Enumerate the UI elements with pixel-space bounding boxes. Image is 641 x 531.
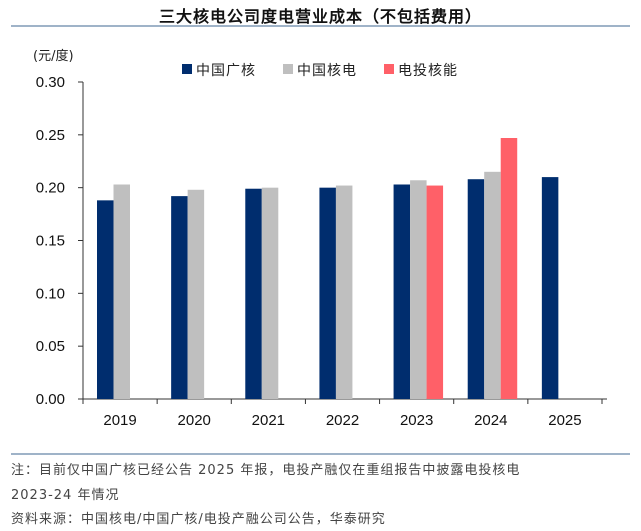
footnote-line-2: 2023-24 年情况 (11, 488, 120, 503)
chart-title: 三大核电公司度电营业成本（不包括费用） (158, 7, 482, 26)
bar-2020-series-1 (171, 196, 188, 399)
x-tick-label: 2021 (252, 412, 285, 429)
y-axis-unit-label: (元/度) (33, 48, 74, 64)
bar-2023-series-2 (410, 180, 427, 399)
bar-2020-series-2 (187, 189, 205, 399)
bar-2024-series-3 (500, 138, 518, 399)
legend-swatch (182, 64, 192, 74)
y-tick-label: 0.10 (36, 285, 65, 302)
y-tick-label: 0.25 (36, 127, 65, 144)
x-tick-label: 2023 (400, 412, 433, 429)
bar-2021-series-2 (261, 187, 279, 399)
y-tick-label: 0.05 (36, 338, 65, 355)
footnote-line-1: 注：目前仅中国广核已经公告 2025 年报，电投产融仅在重组报告中披露电投核电 (11, 463, 521, 478)
bar-chart: (元/度) 中国广核 中国核电 电投核能 0.000.050.100.150.200… (33, 48, 607, 429)
bar-2024-series-2 (484, 171, 501, 399)
bar-2023-series-3 (426, 185, 444, 399)
bar-2023-series-1 (393, 184, 411, 399)
y-tick-label: 0.20 (36, 180, 65, 197)
legend-label: 中国广核 (196, 63, 256, 79)
bar-2022-series-1 (319, 187, 336, 399)
x-tick-label: 2020 (178, 412, 211, 429)
title-divider (11, 25, 630, 27)
x-tick-label: 2022 (326, 412, 359, 429)
x-axis: 2019 2020 2021 2022 2023 2024 2025 (82, 398, 607, 429)
legend-swatch (384, 64, 394, 74)
notes-divider (11, 453, 630, 455)
bars (97, 138, 559, 399)
bar-2024-series-1 (467, 179, 485, 399)
bar-2021-series-1 (245, 188, 262, 399)
y-axis: 0.00 0.05 0.10 0.15 0.20 0.25 0.30 (36, 74, 84, 408)
legend-label: 电投核能 (398, 63, 458, 79)
y-tick-label: 0.15 (36, 233, 65, 250)
bar-2019-series-2 (113, 184, 130, 399)
legend-swatch (283, 64, 293, 74)
bar-2022-series-2 (335, 185, 353, 399)
x-tick-label: 2024 (474, 412, 507, 429)
x-tick-label: 2025 (548, 412, 581, 429)
x-tick-label: 2019 (103, 412, 136, 429)
y-tick-label: 0.30 (36, 74, 65, 91)
source-note: 资料来源：中国核电/中国广核/电投产融公司公告，华泰研究 (11, 512, 386, 527)
bar-2025-series-1 (541, 177, 559, 399)
legend-label: 中国核电 (297, 63, 357, 79)
bar-2019-series-1 (97, 200, 114, 399)
legend: 中国广核 中国核电 电投核能 (182, 63, 458, 79)
y-tick-label: 0.00 (36, 391, 65, 408)
